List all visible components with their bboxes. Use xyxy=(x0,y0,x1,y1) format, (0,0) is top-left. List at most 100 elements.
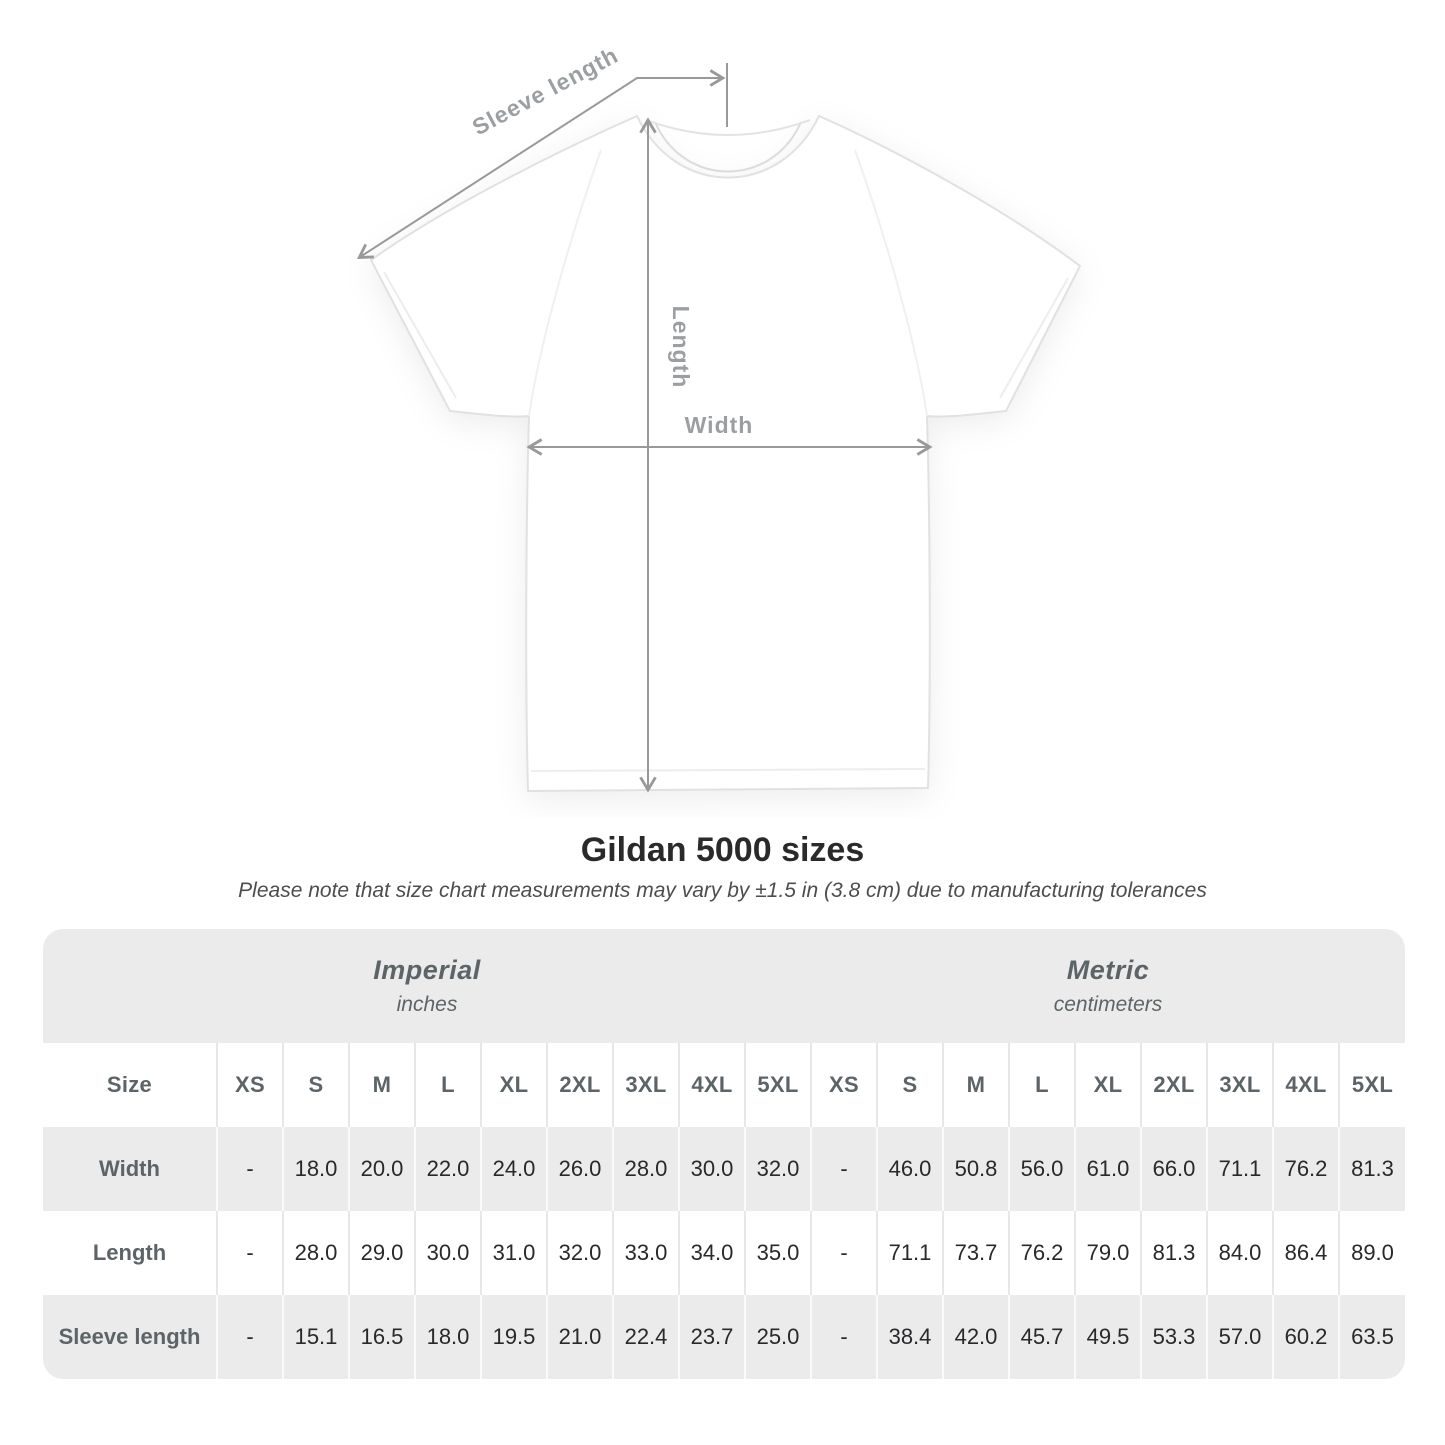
tshirt-silhouette xyxy=(370,115,1081,792)
cell: 34.0 xyxy=(678,1211,745,1295)
imperial-unit: inches xyxy=(396,993,458,1016)
cell: - xyxy=(216,1127,283,1211)
cell: 66.0 xyxy=(1140,1127,1207,1211)
imperial-title: Imperial xyxy=(373,955,481,985)
cell: 84.0 xyxy=(1206,1211,1273,1295)
cell: - xyxy=(810,1211,877,1295)
size-header: 2XL xyxy=(546,1043,613,1127)
cell: 30.0 xyxy=(678,1127,745,1211)
size-header: XS xyxy=(216,1043,283,1127)
cell: - xyxy=(810,1295,877,1379)
cell: 71.1 xyxy=(876,1211,943,1295)
cell: 25.0 xyxy=(744,1295,811,1379)
cell: 22.0 xyxy=(414,1127,481,1211)
tshirt-measurement-diagram: Sleeve length Length Width xyxy=(356,42,1081,793)
cell: 18.0 xyxy=(282,1127,349,1211)
cell: 20.0 xyxy=(348,1127,415,1211)
sleeve-length-row: Sleeve length - 15.1 16.5 18.0 19.5 21.0… xyxy=(43,1295,1405,1379)
cell: 42.0 xyxy=(942,1295,1009,1379)
right-sleeve-seam xyxy=(854,149,928,417)
bottom-hem xyxy=(530,768,926,772)
cell: 21.0 xyxy=(546,1295,613,1379)
row-label-width: Width xyxy=(99,1156,160,1181)
unit-band-row: Imperial inches Metric centimeters xyxy=(43,929,1405,1043)
cell: 22.4 xyxy=(612,1295,679,1379)
size-header: S xyxy=(876,1043,943,1127)
cell: 18.0 xyxy=(414,1295,481,1379)
cell: - xyxy=(216,1211,283,1295)
tshirt-diagram-svg: Sleeve length Length Width xyxy=(356,42,1081,793)
cell: 16.5 xyxy=(348,1295,415,1379)
cell: 86.4 xyxy=(1272,1211,1339,1295)
size-column-header: Size xyxy=(106,1072,153,1097)
metric-title: Metric xyxy=(1066,955,1150,985)
size-header: XS xyxy=(810,1043,877,1127)
cell: 61.0 xyxy=(1074,1127,1141,1211)
cell: 32.0 xyxy=(744,1127,811,1211)
cell: 76.2 xyxy=(1008,1211,1075,1295)
cell: 46.0 xyxy=(876,1127,943,1211)
cell: 56.0 xyxy=(1008,1127,1075,1211)
length-row: Length - 28.0 29.0 30.0 31.0 32.0 33.0 3… xyxy=(43,1211,1405,1295)
cell: 28.0 xyxy=(282,1211,349,1295)
size-header: L xyxy=(414,1043,481,1127)
width-row: Width - 18.0 20.0 22.0 24.0 26.0 28.0 30… xyxy=(43,1127,1405,1211)
cell: 24.0 xyxy=(480,1127,547,1211)
imperial-header: Imperial inches xyxy=(43,929,811,1043)
size-header: 3XL xyxy=(612,1043,679,1127)
cell: 71.1 xyxy=(1206,1127,1273,1211)
tolerance-note: Please note that size chart measurements… xyxy=(238,879,1207,902)
cell: 81.3 xyxy=(1140,1211,1207,1295)
size-header: 4XL xyxy=(678,1043,745,1127)
cell: - xyxy=(216,1295,283,1379)
cell: 60.2 xyxy=(1272,1295,1339,1379)
cell: 32.0 xyxy=(546,1211,613,1295)
cell: 28.0 xyxy=(612,1127,679,1211)
cell: 31.0 xyxy=(480,1211,547,1295)
size-header-row: Size XS S M L XL 2XL 3XL 4XL 5XL XS S M … xyxy=(43,1043,1405,1127)
length-label: Length xyxy=(668,306,694,389)
size-header: 5XL xyxy=(1338,1043,1405,1127)
cell: 49.5 xyxy=(1074,1295,1141,1379)
cell: 89.0 xyxy=(1338,1211,1405,1295)
size-header: 5XL xyxy=(744,1043,811,1127)
page-title: Gildan 5000 sizes xyxy=(580,831,865,869)
size-header: XL xyxy=(480,1043,547,1127)
cell: 23.7 xyxy=(678,1295,745,1379)
cell: 45.7 xyxy=(1008,1295,1075,1379)
row-label-length: Length xyxy=(92,1240,167,1265)
left-cuff-hem xyxy=(383,271,457,399)
size-chart: Imperial inches Metric centimeters Size … xyxy=(43,929,1405,1379)
cell: 79.0 xyxy=(1074,1211,1141,1295)
size-header: S xyxy=(282,1043,349,1127)
cell: 50.8 xyxy=(942,1127,1009,1211)
cell: 35.0 xyxy=(744,1211,811,1295)
width-label: Width xyxy=(685,412,754,438)
cell: 19.5 xyxy=(480,1295,547,1379)
cell: 63.5 xyxy=(1338,1295,1405,1379)
size-header: L xyxy=(1008,1043,1075,1127)
size-header: 3XL xyxy=(1206,1043,1273,1127)
sleeve-length-arrow xyxy=(356,69,726,259)
cell: 29.0 xyxy=(348,1211,415,1295)
size-header: M xyxy=(348,1043,415,1127)
size-header: 2XL xyxy=(1140,1043,1207,1127)
cell: 73.7 xyxy=(942,1211,1009,1295)
cell: 33.0 xyxy=(612,1211,679,1295)
cell: 30.0 xyxy=(414,1211,481,1295)
metric-header: Metric centimeters xyxy=(811,929,1405,1043)
row-label-sleeve-length: Sleeve length xyxy=(58,1324,201,1349)
size-header: 4XL xyxy=(1272,1043,1339,1127)
heading-block: Gildan 5000 sizes Please note that size … xyxy=(0,830,1445,903)
size-header: M xyxy=(942,1043,1009,1127)
cell: 57.0 xyxy=(1206,1295,1273,1379)
sleeve-length-label: Sleeve length xyxy=(468,42,623,141)
right-cuff-hem xyxy=(999,277,1069,399)
size-chart-table: Imperial inches Metric centimeters Size … xyxy=(43,929,1405,1379)
cell: - xyxy=(810,1127,877,1211)
size-header: XL xyxy=(1074,1043,1141,1127)
cell: 76.2 xyxy=(1272,1127,1339,1211)
cell: 81.3 xyxy=(1338,1127,1405,1211)
cell: 38.4 xyxy=(876,1295,943,1379)
cell: 26.0 xyxy=(546,1127,613,1211)
